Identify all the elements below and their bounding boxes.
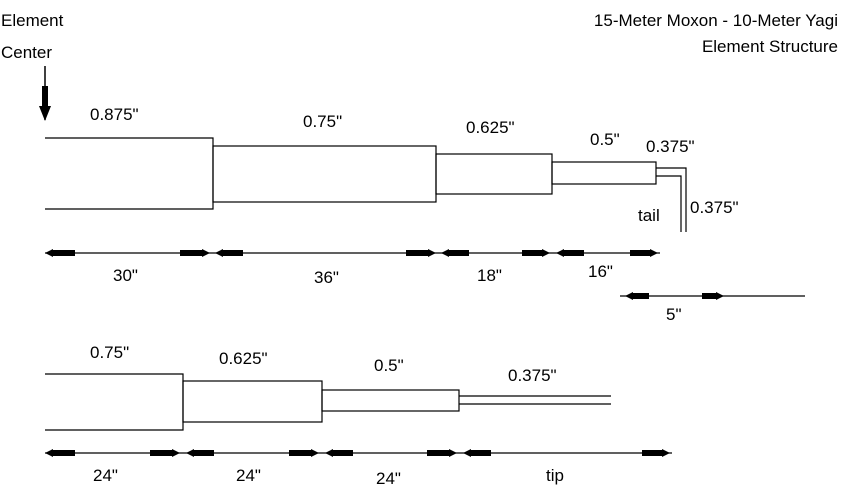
lower-diameter-label: 0.5" xyxy=(374,356,404,375)
lower-element-tubing xyxy=(45,373,611,431)
diagram-title-line2: Element Structure xyxy=(702,37,838,56)
lower-length-label: 24" xyxy=(93,466,118,485)
tube-0375-bend-outer xyxy=(656,167,687,232)
tube-075 xyxy=(212,145,437,203)
upper-diameter-label: 0.625" xyxy=(466,118,515,137)
tail-label: tail xyxy=(638,206,660,225)
tube-075 xyxy=(45,373,184,431)
tube-0625 xyxy=(435,153,553,195)
lower-length-label: 24" xyxy=(236,466,261,485)
upper-diameter-label: 0.875" xyxy=(90,105,139,124)
tail-diameter-label: 0.375" xyxy=(690,198,739,217)
upper-diameter-label: 0.5" xyxy=(590,130,620,149)
tail-length-label: 5" xyxy=(666,305,682,324)
lower-length-label: 24" xyxy=(376,469,401,487)
tail-dimension-line xyxy=(620,292,805,300)
tube-05 xyxy=(551,161,657,185)
tube-0375-bend-inner xyxy=(656,175,682,232)
tube-0875 xyxy=(45,137,214,210)
tube-05 xyxy=(321,389,460,412)
lower-diameter-label: 0.625" xyxy=(219,349,268,368)
upper-length-label: 30" xyxy=(113,266,138,285)
element-center-label-line1: Element xyxy=(1,11,64,30)
upper-dimension-line xyxy=(45,249,660,257)
diagram-title-line1: 15-Meter Moxon - 10-Meter Yagi xyxy=(594,11,838,30)
lower-diameter-label: 0.75" xyxy=(90,343,129,362)
upper-length-label: 16" xyxy=(588,262,613,281)
upper-length-label: 18" xyxy=(477,266,502,285)
upper-length-label: 36" xyxy=(314,268,339,287)
center-arrow-icon xyxy=(39,66,51,121)
tube-0625 xyxy=(182,380,323,423)
upper-element-tubing xyxy=(45,137,687,232)
lower-dimension-line xyxy=(45,449,672,457)
element-center-label-line2: Center xyxy=(1,43,52,62)
lower-length-label: tip xyxy=(546,466,564,485)
upper-diameter-label: 0.375" xyxy=(646,137,695,156)
lower-diameter-label: 0.375" xyxy=(508,366,557,385)
upper-diameter-label: 0.75" xyxy=(303,112,342,131)
